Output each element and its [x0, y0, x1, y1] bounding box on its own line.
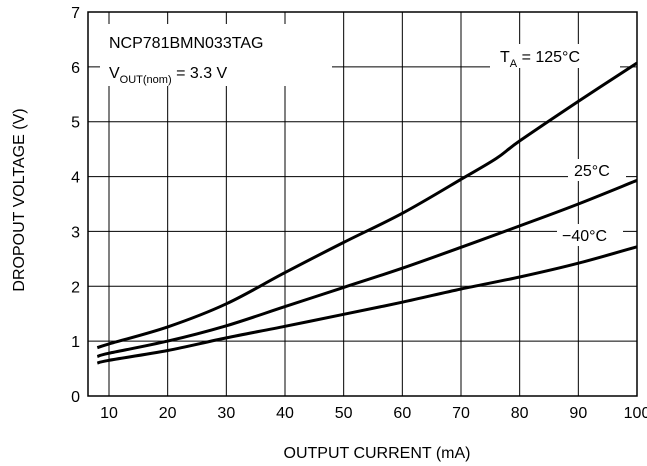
x-tick-label: 30	[217, 405, 235, 422]
vout-rest: = 3.3 V	[172, 65, 228, 82]
annotation-background	[100, 24, 332, 86]
label-125-main: T	[500, 49, 510, 66]
y-axis-title: DROPOUT VOLTAGE (V)	[11, 108, 28, 291]
y-tick-label: 7	[71, 5, 80, 22]
series-line-minus40c	[96, 245, 637, 365]
x-tick-label: 70	[452, 405, 470, 422]
series-group	[96, 61, 637, 365]
vout-nominal: VOUT(nom) = 3.3 V	[109, 65, 228, 86]
x-tick-label: 60	[393, 405, 411, 422]
x-tick-label: 80	[511, 405, 529, 422]
plot-frame	[87, 11, 638, 397]
y-tick-label: 0	[71, 389, 80, 406]
label-125-sub: A	[510, 58, 518, 70]
series-line-25c	[96, 179, 637, 358]
label-bg-minus40	[557, 224, 623, 246]
x-tick-label: 10	[100, 405, 118, 422]
x-tick-label: 20	[159, 405, 177, 422]
vout-main: V	[109, 65, 120, 82]
device-name: NCP781BMN033TAG	[109, 35, 263, 52]
label-125-rest: = 125°C	[517, 49, 580, 66]
series-line-125c	[96, 61, 637, 350]
x-tick-label: 50	[335, 405, 353, 422]
series-label-125: TA = 125°C	[500, 49, 580, 70]
y-tick-label: 6	[71, 60, 80, 77]
y-tick-label: 5	[71, 115, 80, 132]
y-tick-label: 1	[71, 334, 80, 351]
label-bg-125	[490, 44, 620, 68]
x-axis-title: OUTPUT CURRENT (mA)	[284, 445, 471, 462]
y-tick-label: 3	[71, 224, 80, 241]
x-tick-label: 100	[624, 405, 647, 422]
label-bg-25	[568, 159, 626, 181]
series-label-25: 25°C	[574, 163, 610, 180]
y-tick-label: 2	[71, 279, 80, 296]
tick-labels: 10 20 30 40 50 60 70 80 90 100 0 1 2 3 4 5 6 7	[71, 5, 647, 422]
y-tick-label: 4	[71, 170, 80, 187]
series-label-minus40: −40°C	[562, 228, 607, 245]
vout-sub: OUT(nom)	[120, 74, 172, 86]
x-tick-label: 40	[276, 405, 294, 422]
x-tick-label: 90	[569, 405, 587, 422]
